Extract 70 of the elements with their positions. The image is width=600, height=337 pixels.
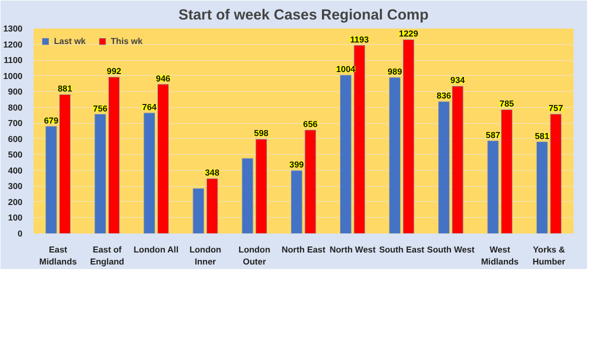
data-label: 764 xyxy=(142,102,157,112)
data-label: 1004 xyxy=(336,64,356,74)
data-label: 348 xyxy=(204,168,220,178)
legend-label: This wk xyxy=(110,36,143,46)
data-label: 581 xyxy=(534,130,550,141)
y-tick-label: 200 xyxy=(8,196,23,207)
bar xyxy=(438,101,450,234)
legend-label: Last wk xyxy=(54,36,86,46)
y-tick-label: 1100 xyxy=(4,55,23,66)
data-label: 1229 xyxy=(398,28,418,39)
bar xyxy=(354,45,366,234)
y-tick-label: 100 xyxy=(8,212,23,223)
data-label: 992 xyxy=(106,66,122,76)
bar xyxy=(389,77,400,234)
y-tick-label: 1300 xyxy=(3,24,23,34)
x-tick-label: East Midlands xyxy=(39,244,77,266)
y-tick-label: 800 xyxy=(8,102,23,112)
data-label: 934 xyxy=(450,75,466,86)
bar xyxy=(536,142,548,234)
bar xyxy=(290,170,302,234)
x-tick-label: East of England xyxy=(90,244,124,266)
bar xyxy=(94,114,106,234)
y-tick-label: 700 xyxy=(8,118,23,128)
bar xyxy=(452,86,464,234)
bar xyxy=(487,140,499,234)
bar xyxy=(144,112,156,234)
data-label: 598 xyxy=(254,128,269,138)
x-tick-label: South East xyxy=(379,244,424,254)
y-tick-label: 400 xyxy=(8,165,23,176)
y-tick-label: 900 xyxy=(8,86,23,97)
bar xyxy=(242,158,254,234)
y-tick-label: 600 xyxy=(8,134,23,144)
x-tick-label: London All xyxy=(134,244,179,254)
bar xyxy=(206,178,218,234)
data-label: 785 xyxy=(500,98,514,109)
bar xyxy=(192,188,204,234)
y-tick-label: 1000 xyxy=(3,70,23,81)
bar xyxy=(157,84,169,234)
y-tick-label: 300 xyxy=(8,181,23,192)
data-label: 399 xyxy=(289,160,304,170)
x-tick-label: London Inner xyxy=(189,244,222,266)
x-tick-label: South West xyxy=(427,244,475,254)
y-tick-label: 1200 xyxy=(3,39,23,50)
data-label: 679 xyxy=(44,115,59,126)
data-label: 756 xyxy=(93,103,108,114)
x-tick-label: Yorks & Humber xyxy=(532,244,566,266)
y-tick-label: 0 xyxy=(18,228,23,238)
data-label: 836 xyxy=(436,90,452,101)
x-tick-label: West Midlands xyxy=(481,244,519,266)
data-label: 946 xyxy=(156,73,171,84)
data-label: 656 xyxy=(303,119,318,130)
bar xyxy=(501,109,512,234)
data-label: 587 xyxy=(486,130,500,140)
bar xyxy=(108,76,120,234)
bar xyxy=(550,114,562,234)
x-tick-label: London Outer xyxy=(238,244,270,266)
bar xyxy=(256,138,267,234)
bar xyxy=(402,39,414,234)
data-label: 881 xyxy=(58,84,72,94)
chart-title: Start of week Cases Regional Comp xyxy=(178,8,429,24)
bar xyxy=(340,74,352,234)
bar xyxy=(59,94,71,234)
x-tick-label: North West xyxy=(330,244,376,254)
y-tick-label: 500 xyxy=(8,150,23,160)
data-label: 1193 xyxy=(350,34,370,44)
data-label: 757 xyxy=(548,103,564,114)
bar xyxy=(304,130,316,234)
data-label: 989 xyxy=(388,66,402,77)
bar xyxy=(46,126,57,234)
x-tick-label: North East xyxy=(282,244,326,254)
